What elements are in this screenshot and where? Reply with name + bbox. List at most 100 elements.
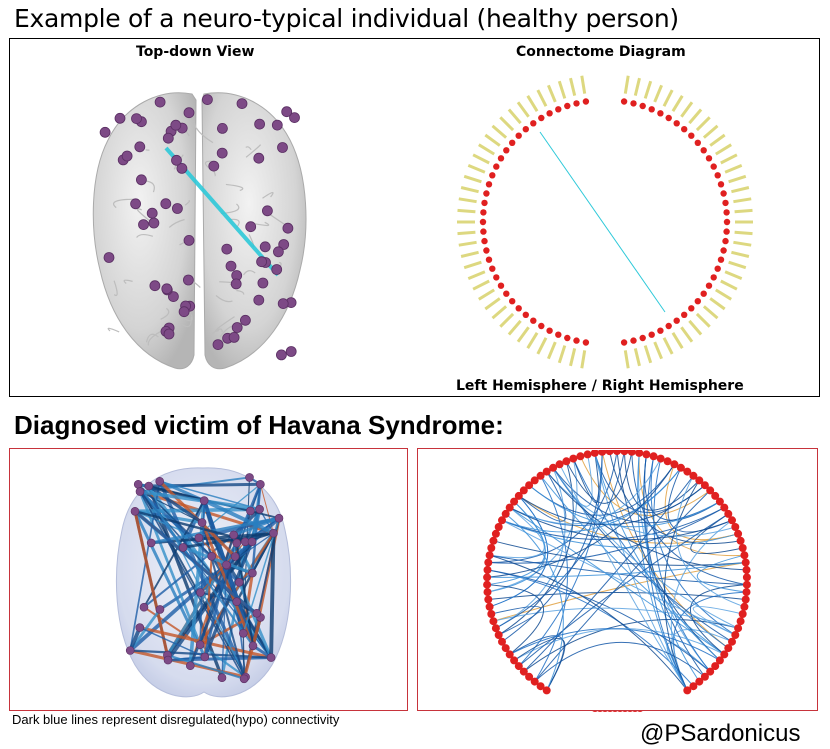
brain-node: [135, 623, 145, 632]
connectome-node: [717, 256, 725, 263]
connectome-node: [706, 667, 715, 676]
region-label: [458, 240, 477, 247]
connectome-node: [613, 450, 621, 455]
connectome-node: [590, 450, 599, 457]
connectome-node: [483, 580, 492, 589]
diagnosed-link: [159, 480, 260, 510]
brain-node: [136, 174, 147, 186]
region-label: [458, 197, 477, 204]
region-label: [460, 186, 479, 194]
brain-node: [202, 94, 213, 106]
brain-node: [176, 163, 188, 174]
connectome-link: [509, 628, 721, 661]
region-label: [484, 297, 501, 311]
connectome-node: [637, 711, 643, 712]
connectome-node: [484, 595, 493, 604]
brain-node: [278, 239, 290, 250]
connectome-node: [538, 114, 545, 122]
connectome-node: [522, 126, 529, 133]
brain-gyrus: [184, 200, 191, 206]
brain-gyrus: [136, 234, 154, 238]
brain-gyrus: [243, 270, 256, 276]
region-label: [720, 153, 738, 165]
connectome-node: [612, 711, 618, 712]
brain-node: [114, 112, 126, 124]
region-label: [516, 101, 530, 118]
connectome-link: [488, 507, 725, 564]
brain-gyrus: [160, 307, 170, 320]
connectome-node: [665, 322, 672, 330]
connectome-node: [632, 711, 638, 712]
connectome-link: [501, 451, 603, 643]
region-label: [680, 101, 694, 118]
brain-node: [239, 314, 251, 326]
brain-node: [225, 260, 237, 272]
connectome-node: [711, 662, 720, 671]
connectome-node: [480, 209, 487, 216]
region-label: [472, 153, 490, 165]
connectome-link: [676, 475, 745, 608]
connectome-node: [742, 588, 751, 597]
diagnosed-link: [182, 546, 253, 575]
connectome-link: [692, 606, 743, 636]
diagnosed-link: [137, 483, 254, 647]
region-label: [653, 84, 663, 103]
brain-node: [271, 264, 283, 275]
connectome-node: [673, 120, 680, 127]
connectome-node: [573, 337, 580, 344]
brain-node: [125, 646, 135, 655]
brain-node: [135, 487, 145, 496]
connectome-link: [509, 507, 725, 655]
region-label: [688, 108, 703, 125]
connectome-node: [483, 190, 490, 197]
connectome-link: [690, 513, 743, 555]
connectome-node: [503, 147, 510, 154]
connectome-node: [483, 565, 492, 574]
diagnosed-link: [150, 516, 280, 545]
brain-node: [146, 207, 158, 219]
brain-node: [234, 578, 244, 587]
connectome-node: [481, 199, 488, 207]
connectome-link: [487, 562, 746, 578]
region-label: [580, 75, 587, 94]
connectome-node: [705, 282, 713, 289]
connectome-node: [546, 327, 553, 334]
region-label: [728, 174, 747, 184]
region-label: [507, 319, 522, 336]
diagnosed-link: [130, 649, 272, 659]
brain-node: [163, 328, 175, 340]
connectome-node: [576, 452, 585, 461]
connectome-node: [542, 467, 551, 476]
region-label: [478, 288, 495, 301]
region-label: [695, 116, 711, 132]
connectome-node: [706, 486, 715, 495]
connectome-node: [493, 163, 500, 170]
connectome-node: [536, 471, 545, 480]
brain-node: [259, 241, 271, 253]
brain-node: [207, 552, 216, 561]
connectome-node: [700, 290, 707, 297]
connectome-node: [489, 536, 498, 545]
brain-node: [134, 141, 146, 153]
region-label: [688, 319, 703, 336]
connectome-node: [530, 677, 539, 686]
connectome-node: [734, 529, 743, 538]
brain-node: [277, 142, 288, 153]
region-label: [662, 89, 674, 107]
brain-node: [254, 118, 266, 130]
brain-node: [197, 518, 207, 527]
connectome-link: [487, 584, 544, 655]
brain-node: [266, 653, 276, 662]
brain-node: [255, 504, 264, 514]
connectome-node: [489, 265, 496, 272]
brain-gyrus: [245, 144, 262, 158]
connectome-link: [552, 467, 739, 629]
brain-gyrus: [180, 316, 192, 328]
brain-node: [272, 246, 284, 258]
brain-node: [170, 119, 182, 131]
connectome-node: [740, 551, 749, 560]
brain-node: [282, 222, 294, 234]
region-label: [724, 164, 743, 174]
connectome-node: [648, 331, 655, 338]
brain-node: [155, 476, 165, 486]
